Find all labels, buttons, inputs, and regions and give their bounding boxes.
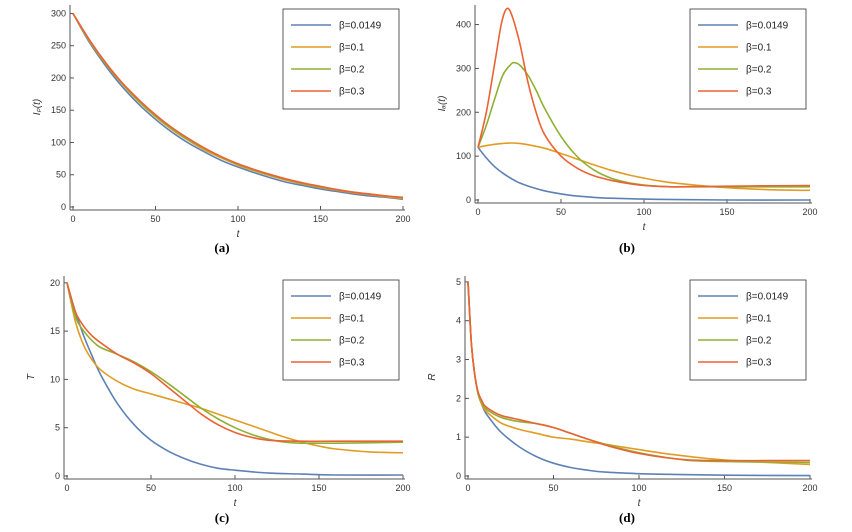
y-tick-label: 2 (456, 393, 461, 403)
x-axis-label: t (643, 222, 647, 233)
panel-caption: (d) (619, 510, 635, 525)
x-tick-label: 200 (802, 207, 817, 217)
legend-entry: β=0.3 (746, 358, 772, 369)
panel-c: 0 50 100 150 200 0 5 10 15 20 t Tβ=0.0149 β=0.1 β=0.2… (26, 276, 411, 525)
y-tick-label: 0 (466, 195, 471, 205)
y-tick-label: 3 (456, 355, 461, 365)
x-tick-label: 0 (465, 483, 470, 493)
legend-entry: β=0.2 (339, 65, 365, 76)
y-tick-label: 0 (55, 471, 60, 481)
legend-entry: β=0.3 (339, 87, 365, 98)
y-tick-label: 150 (51, 105, 66, 115)
y-tick-label: 400 (456, 20, 471, 30)
legend-entry: β=0.1 (339, 43, 365, 54)
y-tick-label: 0 (61, 202, 66, 212)
legend-entry: β=0.0149 (339, 292, 382, 303)
panel-caption: (c) (215, 510, 229, 525)
x-tick-label: 200 (395, 214, 410, 224)
x-tick-label: 150 (313, 214, 328, 224)
y-tick-label: 1 (456, 432, 461, 442)
series-line (477, 142, 811, 192)
y-tick-label: 15 (50, 326, 60, 336)
x-tick-label: 50 (548, 483, 558, 493)
y-axis-label: Iₚ(t) (32, 99, 43, 116)
series-line (66, 282, 404, 476)
x-tick-label: 50 (146, 483, 156, 493)
y-axis-label: T (26, 373, 37, 380)
y-tick-label: 200 (456, 107, 471, 117)
x-tick-label: 0 (64, 483, 69, 493)
y-tick-label: 100 (51, 137, 66, 147)
x-tick-label: 200 (802, 483, 817, 493)
x-tick-label: 100 (227, 483, 242, 493)
legend-entry: β=0.2 (339, 336, 365, 347)
series-line (477, 146, 811, 201)
y-tick-label: 300 (51, 8, 66, 18)
legend-entry: β=0.0149 (339, 21, 382, 32)
x-tick-label: 150 (719, 207, 734, 217)
y-tick-label: 5 (55, 423, 60, 433)
x-tick-label: 100 (631, 483, 646, 493)
series-line (66, 282, 403, 443)
x-axis-label: t (234, 498, 238, 509)
x-tick-label: 150 (717, 483, 732, 493)
y-tick-label: 250 (51, 41, 66, 51)
y-tick-label: 300 (456, 63, 471, 73)
series-line (477, 7, 811, 188)
x-axis-label: t (237, 229, 241, 240)
legend-entry: β=0.1 (746, 43, 772, 54)
y-tick-label: 10 (50, 374, 60, 384)
legend-entry: β=0.0149 (746, 292, 789, 303)
panel-d: 0 50 100 150 200 0 1 2 3 4 5 t Rβ=0.0149 β=0.1 β=0.2 β=… (427, 276, 818, 525)
panel-b: 0 50 100 150 200 0 100 200 300 400 t Iₐ(t) β=0.0149 β… (437, 5, 818, 255)
legend-entry: β=0.1 (339, 314, 365, 325)
legend-entry: β=0.2 (746, 65, 772, 76)
y-tick-label: 5 (456, 277, 461, 287)
x-tick-label: 100 (636, 207, 651, 217)
x-tick-label: 150 (311, 483, 326, 493)
panel-caption: (b) (619, 240, 635, 255)
y-axis-label: Iₐ(t) (437, 96, 448, 112)
x-tick-label: 100 (230, 214, 245, 224)
y-tick-label: 0 (456, 471, 461, 481)
x-tick-label: 0 (475, 207, 480, 217)
y-axis-label: R (427, 373, 438, 380)
legend-entry: β=0.0149 (746, 21, 789, 32)
y-tick-label: 200 (51, 73, 66, 83)
x-tick-label: 0 (70, 214, 75, 224)
y-tick-label: 4 (456, 316, 461, 326)
y-tick-label: 100 (456, 151, 471, 161)
panel-caption: (a) (214, 240, 229, 255)
panel-a: 0 50 100 150 200 0 50 100 150 200 250 300 t Iₚ(t) β=0.… (32, 5, 411, 255)
legend-entry: β=0.3 (339, 358, 365, 369)
series-line (72, 13, 404, 199)
legend-entry: β=0.2 (746, 336, 772, 347)
x-axis-label: t (638, 498, 642, 509)
series-line (467, 281, 811, 462)
legend-entry: β=0.1 (746, 314, 772, 325)
x-tick-label: 200 (395, 483, 410, 493)
series-line (72, 13, 404, 201)
series-line (66, 282, 404, 445)
y-tick-label: 20 (50, 278, 60, 288)
x-tick-label: 50 (556, 207, 566, 217)
y-tick-label: 50 (56, 170, 66, 180)
legend-entry: β=0.3 (746, 87, 772, 98)
x-tick-label: 50 (150, 214, 160, 224)
